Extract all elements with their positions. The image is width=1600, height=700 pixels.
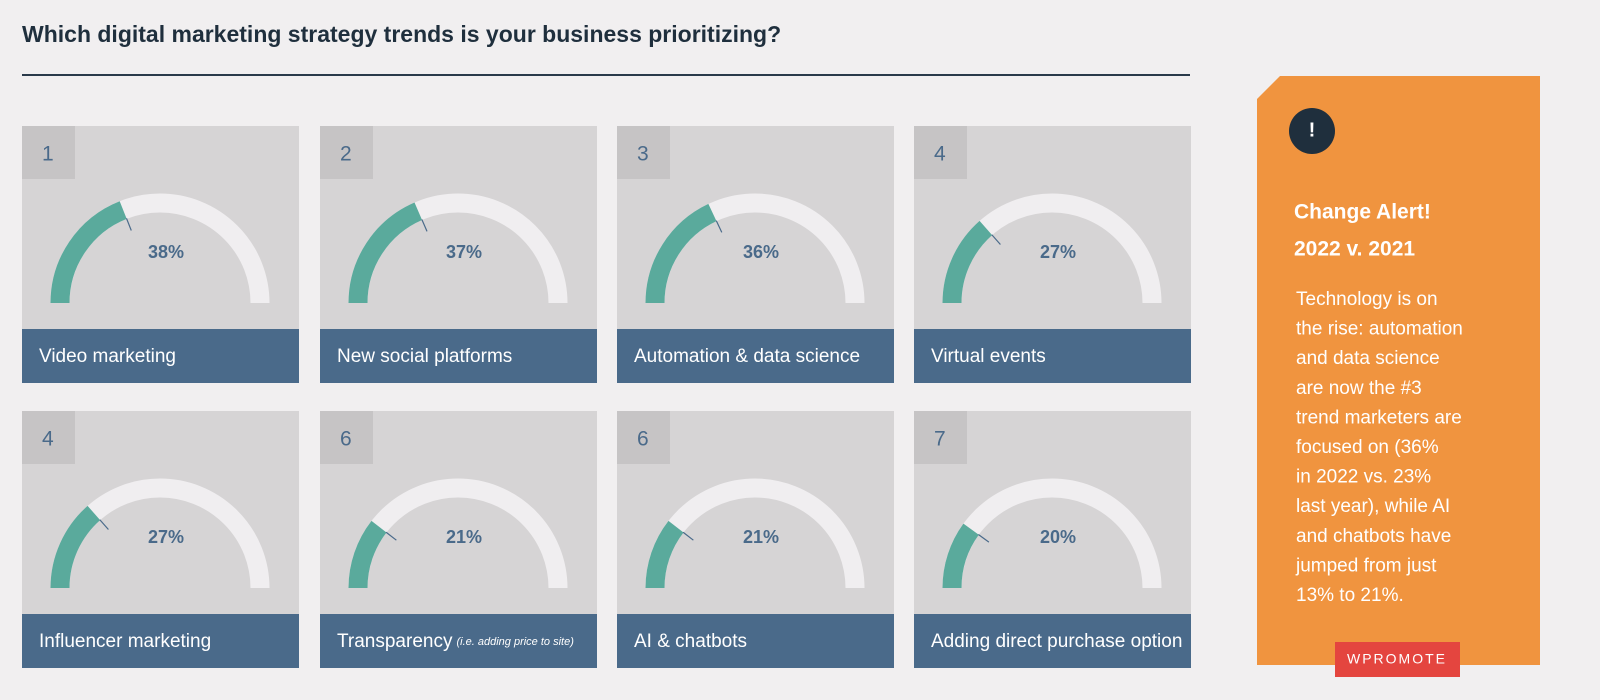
sidebar-body-line: are now the #3	[1296, 378, 1422, 399]
gauge-value	[50, 505, 101, 589]
rank: 3	[637, 143, 649, 166]
category-text: Influencer marketing	[39, 631, 211, 652]
sidebar-title: 2022 v. 2021	[1294, 238, 1415, 261]
gauge-pointer	[991, 234, 1001, 245]
category-label: Automation & data science	[634, 346, 860, 367]
gauge-value	[645, 520, 684, 589]
sidebar-body-line: focused on (36%	[1296, 437, 1439, 458]
sidebar-title: Change Alert!	[1294, 201, 1431, 224]
sidebar-body-line: jumped from just	[1295, 555, 1437, 576]
value-label: 37%	[446, 242, 482, 262]
rank: 2	[340, 143, 352, 166]
gauge-value	[50, 201, 127, 304]
rank: 7	[934, 428, 946, 451]
label-band	[914, 614, 1191, 668]
category-label: Video marketing	[39, 346, 176, 367]
rank-box	[617, 411, 670, 464]
category-label: AI & chatbots	[634, 631, 747, 652]
value-label: 38%	[148, 242, 184, 262]
category-label: New social platforms	[337, 346, 512, 367]
category-label: Transparency (i.e. adding price to site)	[337, 631, 574, 652]
category-text: Adding direct purchase option	[931, 631, 1182, 652]
category-text: New social platforms	[337, 346, 512, 367]
sidebar-body-line: and chatbots have	[1296, 526, 1451, 547]
logo: WPROMOTE	[1347, 651, 1447, 667]
value-label: 21%	[743, 527, 779, 547]
label-band	[617, 329, 894, 383]
gauge-pointer	[385, 531, 397, 541]
value-label: 36%	[743, 242, 779, 262]
gauge-value	[348, 520, 387, 589]
category-label: Influencer marketing	[39, 631, 211, 652]
sidebar-body-line: 13% to 21%.	[1296, 585, 1404, 606]
gauge-value	[645, 203, 717, 304]
rank-box	[22, 411, 75, 464]
gauge-value	[942, 523, 979, 589]
value-label: 20%	[1040, 527, 1076, 547]
sidebar-body-line: Technology is on	[1296, 289, 1438, 310]
rank-box	[914, 126, 967, 179]
rank: 4	[934, 143, 946, 166]
category-text: Video marketing	[39, 346, 176, 367]
alert-icon-text: !	[1309, 119, 1316, 141]
label-band	[320, 614, 597, 668]
rank-box	[914, 411, 967, 464]
category-label: Adding direct purchase option	[931, 631, 1182, 652]
value-label: 27%	[148, 527, 184, 547]
rank-box	[320, 411, 373, 464]
label-band	[22, 329, 299, 383]
rank-box	[320, 126, 373, 179]
rank: 1	[42, 143, 54, 166]
rank: 6	[340, 428, 352, 451]
rank-box	[617, 126, 670, 179]
gauge-pointer	[125, 218, 132, 231]
alert-icon	[1289, 108, 1335, 154]
label-band	[320, 329, 597, 383]
category-text: AI & chatbots	[634, 631, 747, 652]
label-band	[617, 614, 894, 668]
sidebar-body-line: trend marketers are	[1296, 407, 1462, 428]
sidebar-body-line: the rise: automation	[1296, 319, 1463, 340]
category-text: Automation & data science	[634, 346, 860, 367]
value-label: 21%	[446, 527, 482, 547]
gauge-value	[942, 220, 993, 304]
category-text: Transparency	[337, 631, 453, 652]
rank: 6	[637, 428, 649, 451]
label-band	[914, 329, 1191, 383]
gauge-pointer	[99, 519, 109, 530]
category-label: Virtual events	[931, 346, 1046, 367]
title: Which digital marketing strategy trends …	[22, 21, 781, 47]
sidebar-body-line: in 2022 vs. 23%	[1296, 467, 1431, 488]
gauge-pointer	[421, 219, 428, 232]
gauge-pointer	[682, 531, 694, 541]
label-band	[22, 614, 299, 668]
gauge-value	[348, 202, 423, 304]
value-label: 27%	[1040, 242, 1076, 262]
sidebar-panel	[1257, 76, 1540, 665]
gauge-pointer	[978, 534, 990, 543]
sidebar-body-line: and data science	[1296, 348, 1440, 369]
logo-box	[1335, 642, 1460, 677]
gauge-pointer	[715, 220, 723, 233]
sidebar-body-line: last year), while AI	[1296, 496, 1450, 517]
category-text: Virtual events	[931, 346, 1046, 367]
category-note: (i.e. adding price to site)	[456, 636, 574, 648]
rank-box	[22, 126, 75, 179]
rank: 4	[42, 428, 54, 451]
